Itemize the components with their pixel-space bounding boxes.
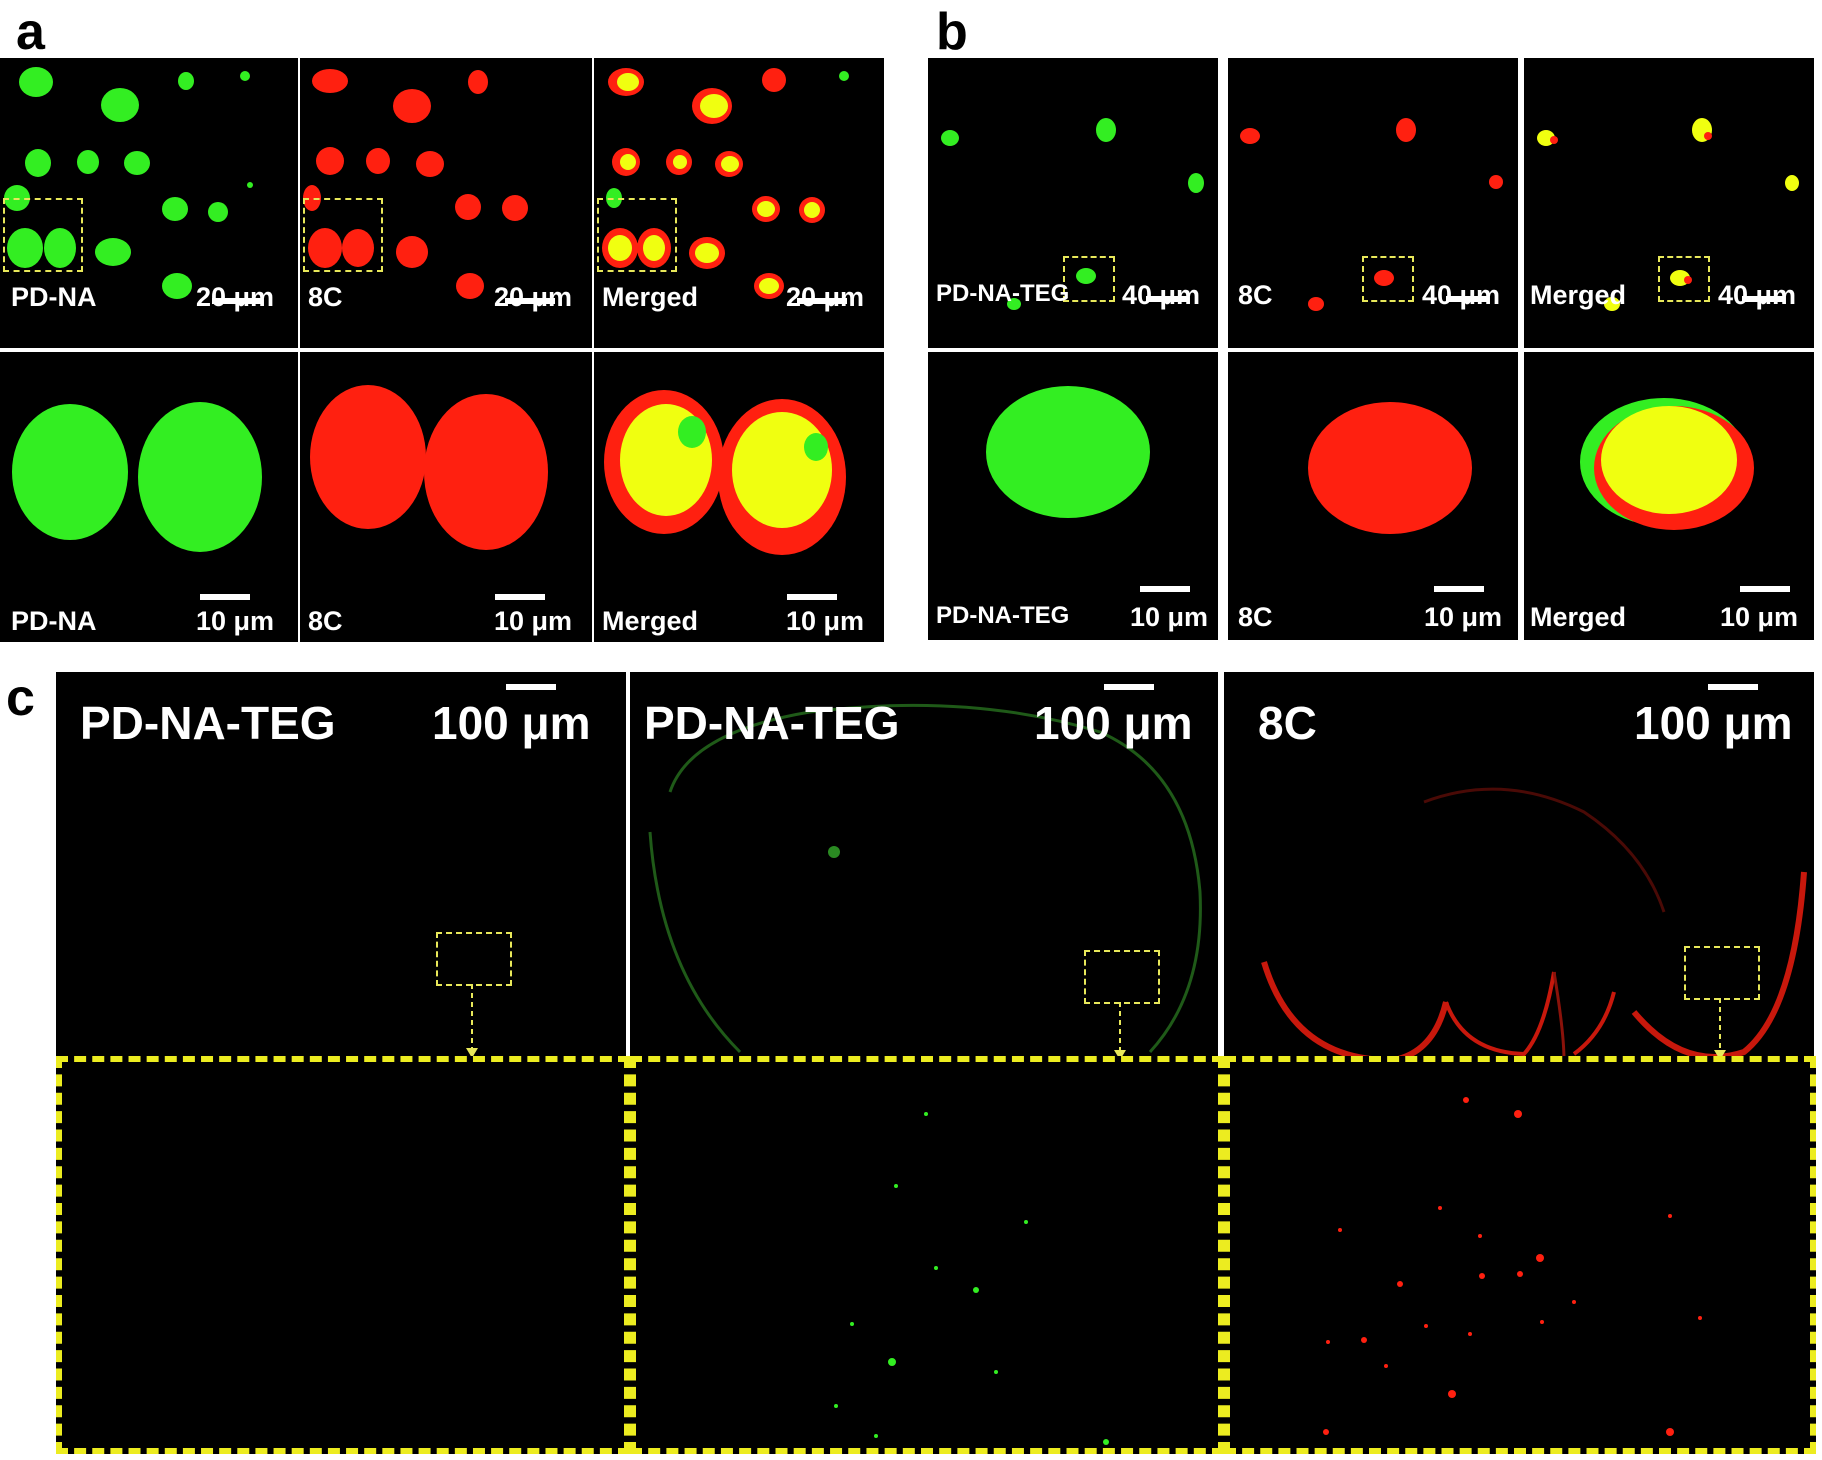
panel-b-bottom-pd-na-teg: PD-NA-TEG 10 μm: [928, 352, 1218, 640]
scale-label: 10 μm: [1720, 602, 1799, 632]
scale-bar: [1742, 296, 1784, 302]
scale-label: 40 μm: [1122, 280, 1201, 310]
panel-b-top-8c: 8C 40 μm: [1228, 58, 1518, 348]
channel-label: 8C: [308, 606, 343, 636]
channel-label: 8C: [1238, 280, 1273, 310]
channel-label: Merged: [1530, 280, 1627, 310]
channel-label: PD-NA: [11, 282, 97, 312]
scale-bar: [1140, 586, 1190, 592]
channel-label: PD-NA-TEG: [936, 602, 1070, 629]
particles-merged: [602, 68, 849, 299]
panel-a-top-pd-na: PD-NA 20 μm: [0, 58, 298, 348]
zoom-arrow: [466, 984, 478, 1058]
scale-bar: [200, 594, 250, 600]
scale-bar: [212, 298, 262, 304]
particles-green: [12, 402, 262, 552]
particles-red: [1323, 1097, 1702, 1436]
scale-bar: [1446, 296, 1488, 302]
scale-bar: [1708, 684, 1758, 690]
highlight-box: [303, 198, 383, 272]
particles-green: [986, 386, 1150, 518]
panel-b-bottom-merged: Merged 10 μm: [1524, 352, 1814, 640]
panel-label-c: c: [6, 669, 35, 727]
scale-label: 10 μm: [1424, 602, 1503, 632]
highlight-box: [597, 198, 677, 272]
particles-red: [303, 69, 528, 299]
panel-b-top-pd-na-teg: PD-NA-TEG 40 μm: [928, 58, 1218, 348]
scale-bar: [505, 298, 555, 304]
channel-label: Merged: [602, 282, 699, 312]
scale-bar: [787, 594, 837, 600]
panel-a-bottom-merged: Merged 10 μm: [594, 352, 884, 642]
highlight-box: [436, 932, 512, 986]
channel-label: PD-NA-TEG: [644, 697, 900, 749]
panel-a-top-merged: Merged 20 μm: [594, 58, 884, 348]
highlight-box: [1658, 256, 1710, 302]
zoom-inset-left: [56, 1056, 630, 1454]
scale-label: 40 μm: [1422, 280, 1501, 310]
panel-b-bottom-8c: 8C 10 μm: [1228, 352, 1518, 640]
zoom-inset-right: [1224, 1056, 1816, 1454]
channel-label: Merged: [1530, 602, 1627, 632]
channel-label: PD-NA-TEG: [936, 280, 1070, 307]
panel-a-bottom-pd-na: PD-NA 10 μm: [0, 352, 298, 642]
particles-merged: [604, 390, 846, 555]
scale-label: 100 μm: [432, 697, 591, 749]
highlight-box: [1362, 256, 1414, 302]
particles-red: [310, 385, 548, 550]
scale-label: 10 μm: [786, 606, 865, 636]
particles-red: [1240, 118, 1503, 311]
channel-label: Merged: [602, 606, 699, 636]
particles-merged: [1537, 118, 1799, 311]
panel-label-a: a: [16, 3, 45, 61]
particles-merged: [1580, 398, 1754, 530]
highlight-box: [1084, 950, 1160, 1004]
scale-label: 100 μm: [1034, 697, 1193, 749]
panel-a-bottom-8c: 8C 10 μm: [300, 352, 592, 642]
particles-red: [1308, 402, 1472, 534]
particles-green: [834, 1112, 1109, 1445]
scale-bar: [495, 594, 545, 600]
scale-bar: [506, 684, 556, 690]
particles-green: [941, 118, 1204, 310]
tissue-outline-green: [648, 703, 1202, 1054]
highlight-box: [1063, 256, 1115, 302]
particles-green: [4, 67, 253, 299]
panel-label-b: b: [936, 3, 968, 61]
zoom-inset-middle: [630, 1056, 1224, 1454]
scale-label: 40 μm: [1718, 280, 1797, 310]
channel-label: 8C: [308, 282, 343, 312]
scale-bar: [1104, 684, 1154, 690]
scale-bar: [1740, 586, 1790, 592]
channel-label: 8C: [1258, 697, 1317, 749]
scale-label: 20 μm: [786, 282, 865, 312]
panel-b-top-merged: Merged 40 μm: [1524, 58, 1814, 348]
scale-bar: [1434, 586, 1484, 592]
scale-label: 10 μm: [1130, 602, 1209, 632]
highlight-box: [3, 198, 83, 272]
scale-label: 10 μm: [494, 606, 573, 636]
scale-bar: [1146, 296, 1188, 302]
scale-label: 20 μm: [494, 282, 573, 312]
panel-a-top-8c: 8C 20 μm: [300, 58, 592, 348]
scale-bar: [797, 298, 847, 304]
scale-label: 100 μm: [1634, 697, 1793, 749]
scale-label: 20 μm: [196, 282, 275, 312]
channel-label: PD-NA: [11, 606, 97, 636]
highlight-box: [1684, 946, 1760, 1000]
channel-label: 8C: [1238, 602, 1273, 632]
scale-label: 10 μm: [196, 606, 275, 636]
channel-label: PD-NA-TEG: [80, 697, 336, 749]
